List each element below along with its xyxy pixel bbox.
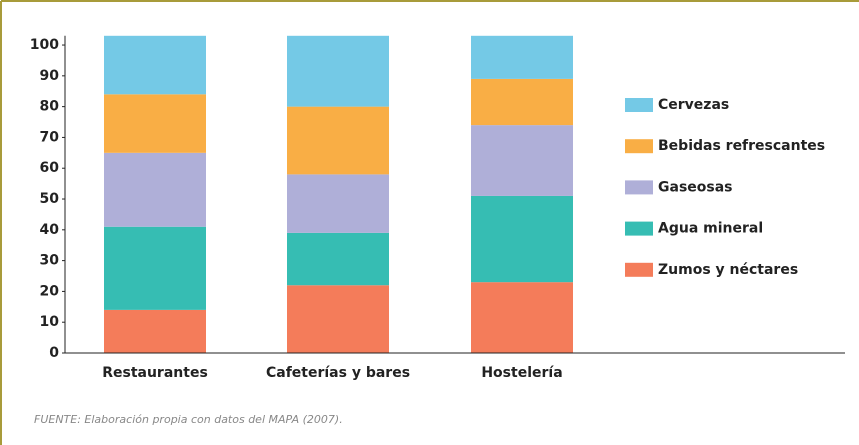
y-tick-label: 90 bbox=[40, 68, 60, 84]
bar-segment bbox=[287, 174, 389, 233]
bar-segment bbox=[287, 232, 389, 286]
bar-segment bbox=[104, 309, 206, 353]
bar-segment bbox=[471, 195, 573, 283]
bar-segment bbox=[471, 35, 573, 79]
bar-segment bbox=[104, 94, 206, 153]
x-tick-label: Cafeterías y bares bbox=[266, 365, 410, 381]
bar-segment bbox=[471, 125, 573, 196]
x-tick-label: Hostelería bbox=[481, 365, 562, 381]
bar-segment bbox=[471, 78, 573, 126]
legend-label: Bebidas refrescantes bbox=[658, 138, 825, 154]
y-tick-label: 10 bbox=[40, 314, 60, 330]
x-tick-label: Restaurantes bbox=[102, 365, 208, 381]
y-tick-label: 20 bbox=[40, 283, 60, 299]
legend-label: Cervezas bbox=[658, 97, 729, 113]
legend-swatch bbox=[625, 262, 653, 277]
legend-swatch bbox=[625, 180, 653, 195]
legend-swatch bbox=[625, 139, 653, 154]
y-tick-label: 70 bbox=[40, 129, 60, 145]
y-tick-label: 100 bbox=[30, 37, 59, 53]
bar-segment bbox=[287, 285, 389, 353]
y-tick-label: 40 bbox=[40, 222, 60, 238]
y-tick-label: 50 bbox=[40, 191, 60, 207]
bar-segment bbox=[287, 35, 389, 107]
bar-segment bbox=[287, 106, 389, 175]
y-tick-label: 0 bbox=[49, 345, 59, 361]
bar-segment bbox=[471, 282, 573, 353]
bar-segment bbox=[104, 226, 206, 310]
y-tick-label: 80 bbox=[40, 99, 60, 115]
legend-label: Zumos y néctares bbox=[658, 262, 798, 278]
legend-swatch bbox=[625, 221, 653, 236]
y-tick-label: 60 bbox=[40, 160, 60, 176]
legend-label: Gaseosas bbox=[658, 179, 733, 195]
legend-swatch bbox=[625, 98, 653, 112]
bar-segment bbox=[104, 35, 206, 95]
y-tick-label: 30 bbox=[40, 253, 60, 269]
source: FUENTE: Elaboración propia con datos del… bbox=[34, 413, 343, 426]
bar-segment bbox=[104, 152, 206, 227]
legend-label: Agua mineral bbox=[658, 221, 763, 237]
